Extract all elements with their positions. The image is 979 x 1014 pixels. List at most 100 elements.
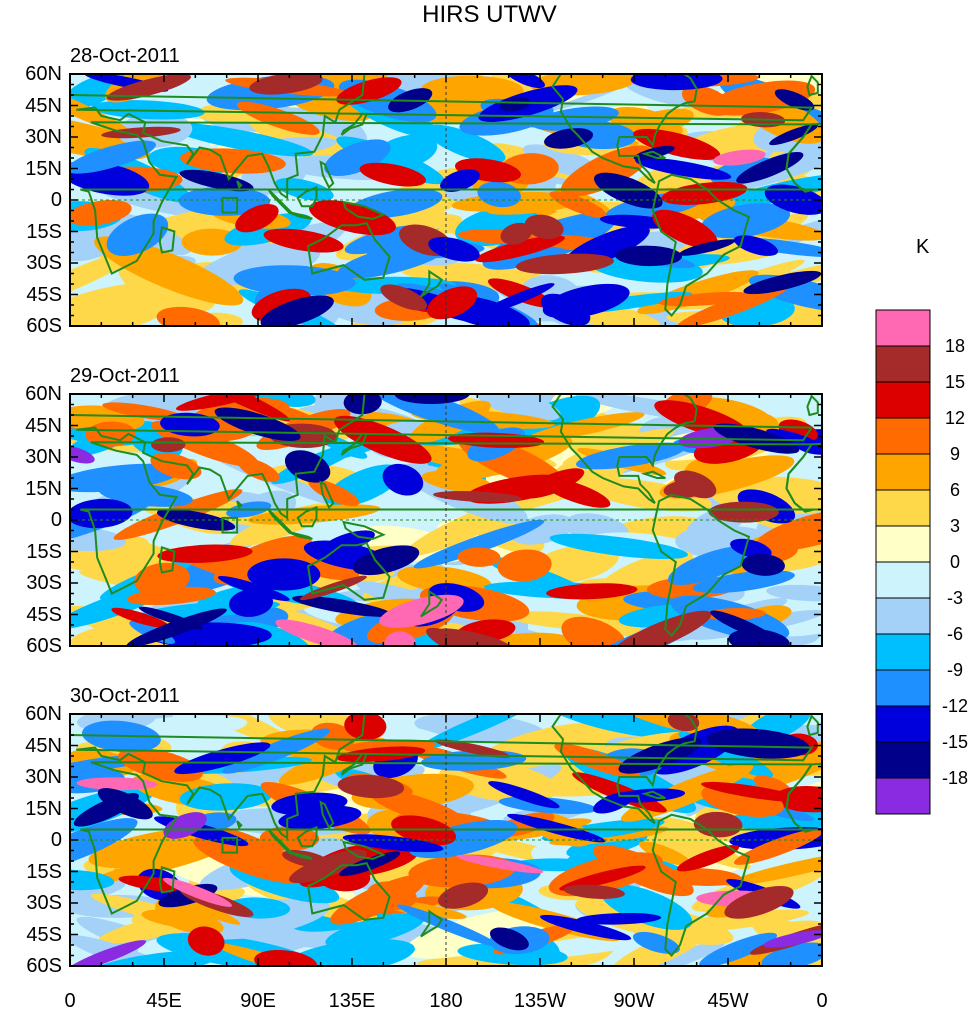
colorbar-level-label: 12	[944, 408, 966, 428]
lat-tick-label: 45N	[25, 94, 62, 117]
anomaly-contour	[283, 938, 415, 966]
lat-tick-label: 45N	[25, 734, 62, 757]
lon-tick-label: 45W	[707, 990, 749, 1012]
coastline-philippines	[319, 480, 335, 510]
lat-tick-label: 0	[50, 509, 62, 531]
coastline-japan	[340, 752, 369, 776]
anomaly-contour	[324, 139, 391, 176]
anomaly-contour	[425, 124, 506, 164]
anomaly-contour	[70, 940, 147, 966]
colorbar-level-label: 0	[949, 552, 960, 572]
anomaly-contour	[156, 306, 220, 326]
lat-tick-label: 30N	[25, 126, 62, 148]
anomaly-contour	[482, 283, 555, 314]
colorbar-level-label: -3	[946, 588, 963, 608]
anomaly-contour	[581, 478, 713, 512]
lat-tick-label: 60N	[25, 383, 62, 405]
anomaly-contour	[542, 283, 630, 319]
lat-tick-label: 60S	[26, 315, 62, 337]
anomaly-contour	[111, 607, 170, 629]
anomaly-contour	[488, 781, 560, 809]
anomaly-contour	[526, 412, 645, 442]
anomaly-contour	[499, 96, 531, 112]
anomaly-contour	[237, 458, 280, 482]
anomaly-contour	[433, 490, 522, 503]
coastline-philippines	[319, 800, 335, 830]
colorbar-swatch	[875, 705, 931, 743]
lat-tick-label: 15N	[25, 477, 62, 500]
anomaly-contour	[563, 884, 625, 899]
anomaly-contour	[630, 74, 723, 91]
coastline-samerica	[651, 173, 751, 317]
anomaly-contour	[380, 284, 428, 311]
anomaly-contour	[549, 191, 607, 218]
coastline-uk	[806, 714, 819, 737]
anomaly-contour	[434, 628, 510, 646]
anomaly-contour	[342, 834, 444, 853]
anomaly-contour	[397, 904, 499, 947]
anomaly-contour	[421, 470, 492, 493]
coastline-newguinea	[342, 520, 386, 540]
coastline-eurasia	[70, 74, 814, 200]
anomaly-contour	[70, 536, 149, 569]
colorbar-swatch	[875, 633, 931, 671]
anomaly-map	[69, 713, 823, 967]
anomaly-contour	[652, 209, 718, 249]
anomaly-contour	[247, 558, 321, 591]
anomaly-contour	[126, 608, 227, 646]
lon-tick-label: 135W	[513, 990, 567, 1012]
anomaly-contour	[524, 214, 564, 239]
anomaly-contour	[699, 932, 778, 966]
anomaly-contour	[559, 865, 646, 891]
lon-tick-label: 90W	[613, 990, 655, 1012]
anomaly-contour	[475, 235, 565, 263]
anomaly-contour	[174, 742, 271, 775]
anomaly-contour	[233, 265, 356, 296]
anomaly-contour	[275, 619, 359, 646]
anomaly-contour	[163, 877, 232, 907]
anomaly-contour	[497, 549, 552, 582]
anomaly-contour	[420, 75, 524, 105]
anomaly-contour	[166, 122, 314, 157]
anomaly-contour	[730, 538, 772, 559]
anomaly-contour	[658, 291, 755, 307]
anomaly-contour	[489, 927, 529, 951]
anomaly-contour	[70, 869, 115, 891]
coastline-nz	[420, 909, 444, 938]
anomaly-contour	[70, 526, 126, 552]
coastline-samerica	[651, 813, 751, 957]
anomaly-contour	[773, 786, 822, 813]
anomaly-contour	[713, 149, 766, 166]
anomaly-contour	[763, 533, 822, 572]
anomaly-contour	[254, 949, 318, 966]
anomaly-contour	[249, 74, 323, 95]
anomaly-contour	[352, 545, 420, 576]
anomaly-contour	[228, 589, 274, 617]
anomaly-contour	[73, 793, 139, 827]
anomaly-contour	[157, 544, 253, 563]
lat-tick-label: 45S	[26, 923, 62, 946]
lon-tick-label: 0	[64, 990, 76, 1012]
anomaly-contour	[70, 282, 170, 326]
coastline-africa	[80, 761, 814, 915]
anomaly-contour	[126, 586, 216, 606]
coastline-srilanka	[236, 500, 243, 510]
anomaly-contour	[500, 222, 533, 245]
coastline-borneo	[296, 185, 318, 208]
colorbar-swatch	[875, 309, 931, 347]
anomaly-contour	[743, 270, 822, 295]
colorbar-level-label: -12	[941, 696, 968, 716]
anomaly-contour	[477, 181, 521, 208]
anomaly-contour	[85, 421, 136, 447]
anomaly-contour	[70, 818, 138, 871]
lat-tick-label: 45N	[25, 414, 62, 437]
anomaly-contour	[540, 914, 632, 941]
anomaly-contour	[593, 172, 663, 209]
anomaly-contour	[235, 204, 279, 233]
coastline-newguinea	[342, 840, 386, 860]
anomaly-contour	[176, 394, 271, 411]
anomaly-contour	[678, 239, 736, 256]
anomaly-map	[69, 73, 823, 327]
anomaly-contour	[321, 530, 375, 554]
anomaly-contour	[309, 200, 396, 236]
